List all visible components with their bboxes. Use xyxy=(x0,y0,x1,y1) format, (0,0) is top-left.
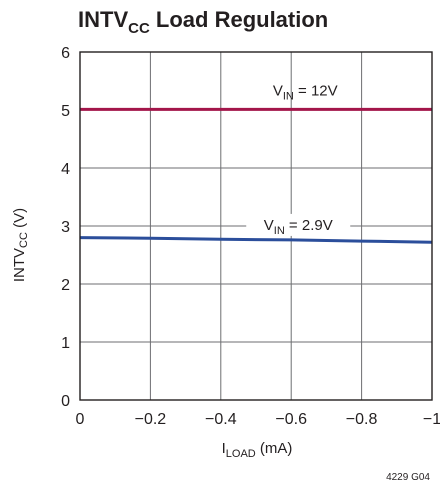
x-axis-label-subscript: LOAD xyxy=(226,448,256,460)
series-label-rest: = 2.9V xyxy=(285,217,333,234)
y-axis-label-main: INTV xyxy=(11,248,28,282)
annotation-background xyxy=(246,213,351,236)
y-tick-labels: 0 1 2 3 4 5 6 xyxy=(61,45,70,410)
series-layer xyxy=(79,107,433,244)
plot-frame xyxy=(79,51,433,401)
series-label-main: V xyxy=(273,82,283,99)
x-tick-label: −1 xyxy=(423,411,440,428)
x-axis-label-main: I xyxy=(222,440,226,457)
series-label-main: V xyxy=(264,217,274,234)
chart-title-rest: Load Regulation xyxy=(150,7,328,32)
x-tick-labels: 0 −0.2 −0.4 −0.6 −0.8 −1 xyxy=(76,411,440,428)
y-axis-label-subscript: CC xyxy=(18,232,30,248)
chart-title: INTVCC Load Regulation xyxy=(78,7,328,37)
y-tick-label: 6 xyxy=(61,45,70,62)
series-label-rest: = 12V xyxy=(294,82,338,99)
y-tick-label: 4 xyxy=(61,161,70,178)
y-axis-label: INTVCC (V) xyxy=(11,208,30,282)
series-label-vin-2-9v: VIN = 2.9V xyxy=(264,217,333,237)
x-axis-label-rest: (mA) xyxy=(256,440,293,457)
x-tick-label: −0.8 xyxy=(346,411,378,428)
y-tick-label: 5 xyxy=(61,103,70,120)
figure-id: 4229 G04 xyxy=(386,472,430,483)
y-tick-label: 1 xyxy=(61,335,70,352)
series-label-vin-12v: VIN = 12V xyxy=(273,82,338,102)
series-line-vin-2-9v xyxy=(79,236,433,244)
x-tick-label: −0.6 xyxy=(275,411,307,428)
chart-title-main: INTV xyxy=(78,7,128,32)
series-label-subscript: IN xyxy=(274,225,285,237)
y-axis-label-rest: (V) xyxy=(11,208,28,232)
x-tick-label: −0.2 xyxy=(135,411,167,428)
x-axis-label: ILOAD (mA) xyxy=(222,440,293,460)
x-tick-label: 0 xyxy=(76,411,85,428)
y-tick-label: 2 xyxy=(61,277,70,294)
x-tick-label: −0.4 xyxy=(205,411,237,428)
y-tick-label: 0 xyxy=(61,393,70,410)
series-label-subscript: IN xyxy=(283,90,294,102)
chart-title-subscript: CC xyxy=(128,20,150,37)
y-tick-label: 3 xyxy=(61,219,70,236)
